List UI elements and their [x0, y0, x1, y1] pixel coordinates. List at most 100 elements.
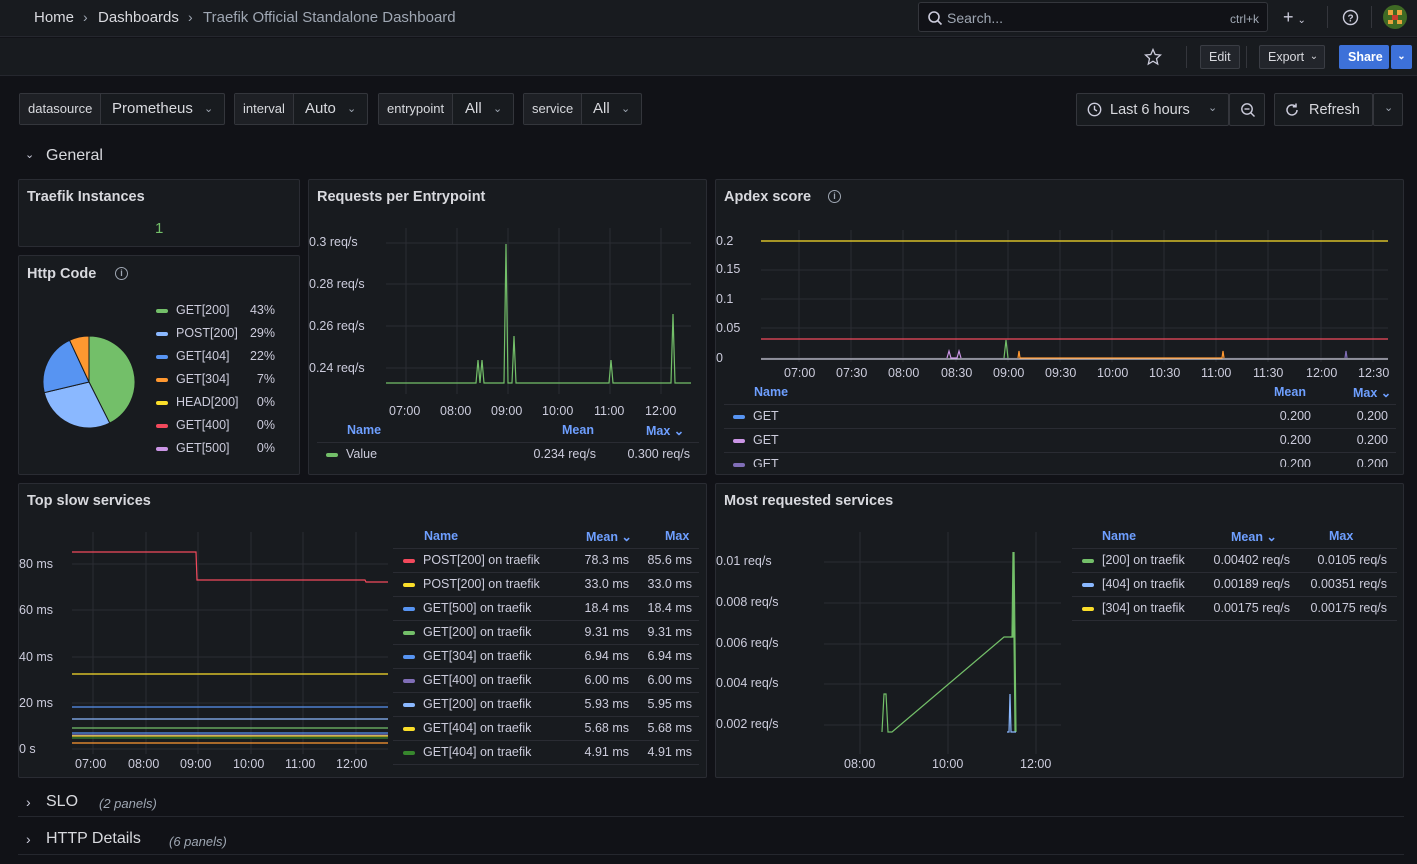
info-icon[interactable]: i [115, 267, 128, 280]
divider [1072, 596, 1397, 597]
legend-item[interactable]: GET[200] on traefik [403, 625, 531, 639]
edit-button[interactable]: Edit [1200, 45, 1240, 69]
info-icon[interactable]: i [828, 190, 841, 203]
legend-item[interactable]: GET[404] [156, 349, 230, 363]
legend-header-max[interactable]: Max [665, 529, 690, 543]
legend-item[interactable]: POST[200] [156, 326, 238, 340]
search-input[interactable]: Search... ctrl+k [918, 2, 1268, 32]
legend-header-mean[interactable]: Mean ⌄ [1231, 530, 1277, 544]
variable-value: All [593, 100, 610, 117]
legend-item[interactable]: GET[500] [156, 441, 230, 455]
legend-item[interactable]: [304] on traefik [1082, 601, 1185, 615]
refresh-interval-button[interactable]: ⌄ [1373, 93, 1403, 126]
legend-mean: 0.234 req/s [533, 447, 596, 461]
x-axis-tick-label: 07:00 [389, 404, 421, 418]
legend-header-name[interactable]: Name [424, 529, 459, 543]
row-slo-title[interactable]: SLO [46, 793, 79, 810]
legend-max: 6.00 ms [647, 673, 692, 687]
legend-item[interactable]: GET[404] on traefik [403, 745, 531, 759]
legend-item[interactable]: GET [733, 409, 779, 423]
y-axis-tick-label: 80 ms [19, 557, 54, 571]
star-icon[interactable] [1144, 48, 1162, 66]
legend-item[interactable]: GET[400] on traefik [403, 673, 531, 687]
pie-chart [42, 335, 136, 429]
zoom-out-button[interactable] [1229, 93, 1265, 126]
legend-percent: 0% [256, 418, 275, 432]
legend-item[interactable]: GET[304] on traefik [403, 649, 531, 663]
refresh-button[interactable]: Refresh [1274, 93, 1373, 126]
series-line[interactable] [946, 348, 962, 359]
variable-interval[interactable]: interval Auto ⌄ [234, 93, 368, 125]
chevron-down-icon: ⌄ [621, 103, 631, 115]
chevron-right-icon[interactable]: › [26, 831, 31, 847]
legend-header-mean[interactable]: Mean [1274, 385, 1306, 399]
x-axis-tick-label: 12:00 [1306, 366, 1338, 380]
series-line[interactable] [1003, 339, 1009, 359]
breadcrumb-home[interactable]: Home [34, 9, 75, 26]
series-line[interactable] [1007, 693, 1016, 733]
row-http-details-title[interactable]: HTTP Details [46, 830, 141, 847]
legend-header-max[interactable]: Max ⌄ [1353, 386, 1392, 400]
share-options-button[interactable]: ⌄ [1391, 45, 1412, 69]
series-line[interactable] [881, 551, 1016, 733]
legend-item[interactable]: GET[200] [156, 303, 230, 317]
legend-name: GET [753, 433, 779, 447]
variable-datasource[interactable]: datasource Prometheus ⌄ [19, 93, 225, 125]
export-button[interactable]: Export ⌄ [1259, 45, 1326, 69]
user-avatar[interactable] [1383, 5, 1407, 29]
legend-mean: 9.31 ms [584, 625, 629, 639]
legend-header-mean[interactable]: Mean [562, 423, 594, 437]
legend-max: 33.0 ms [647, 577, 692, 591]
share-button[interactable]: Share [1339, 45, 1389, 69]
legend-header-mean[interactable]: Mean ⌄ [586, 530, 632, 544]
pie-slice[interactable] [88, 335, 136, 424]
legend-item[interactable]: GET[304] [156, 372, 230, 386]
x-axis-tick-label: 08:00 [888, 366, 920, 380]
legend-item[interactable]: GET[500] on traefik [403, 601, 531, 615]
legend-max: 5.95 ms [647, 697, 692, 711]
legend-item[interactable]: Value [326, 447, 377, 461]
legend-item[interactable]: GET[200] on traefik [403, 697, 531, 711]
help-icon[interactable]: ? [1342, 9, 1359, 26]
series-line[interactable] [386, 243, 691, 384]
legend-header-name[interactable]: Name [1102, 529, 1137, 543]
series-color-swatch [403, 582, 415, 587]
x-axis-tick-label: 10:00 [1097, 366, 1129, 380]
x-axis-tick-label: 10:00 [542, 404, 574, 418]
legend-item[interactable]: GET [733, 457, 779, 467]
series-color-swatch [733, 438, 745, 443]
panel-title: Top slow services [27, 493, 151, 509]
legend-item[interactable]: HEAD[200] [156, 395, 239, 409]
chevron-right-icon[interactable]: › [26, 794, 31, 810]
legend-item[interactable]: GET[400] [156, 418, 230, 432]
breadcrumb-dashboards[interactable]: Dashboards [98, 9, 179, 26]
legend-header-max[interactable]: Max ⌄ [646, 424, 685, 438]
legend-header-max[interactable]: Max [1329, 529, 1354, 543]
add-new-button[interactable]: + ⌄ [1283, 7, 1306, 27]
series-line[interactable] [72, 551, 388, 583]
series-line[interactable] [1017, 350, 1225, 359]
legend-item[interactable]: GET[404] on traefik [403, 721, 531, 735]
legend-item[interactable]: POST[200] on traefik [403, 577, 540, 591]
x-axis-tick-label: 09:30 [1045, 366, 1077, 380]
variable-entrypoint[interactable]: entrypoint All ⌄ [378, 93, 514, 125]
pie-slice[interactable] [42, 339, 90, 394]
chevron-down-icon[interactable]: ⌄ [25, 149, 35, 161]
variable-service[interactable]: service All ⌄ [523, 93, 642, 125]
legend-item[interactable]: POST[200] on traefik [403, 553, 540, 567]
series-line[interactable] [1010, 551, 1017, 733]
divider [393, 620, 699, 621]
legend-item[interactable]: [200] on traefik [1082, 553, 1185, 567]
legend-header-name[interactable]: Name [347, 423, 382, 437]
x-axis-tick-label: 08:00 [440, 404, 472, 418]
legend-header-name[interactable]: Name [754, 385, 789, 399]
legend-item[interactable]: GET [733, 433, 779, 447]
time-range-picker[interactable]: Last 6 hours ⌄ [1076, 93, 1229, 126]
divider [1072, 572, 1397, 573]
series-line[interactable] [1344, 350, 1348, 359]
row-general-title[interactable]: General [46, 147, 103, 164]
pie-slice[interactable] [68, 335, 90, 383]
divider [393, 716, 699, 717]
pie-slice[interactable] [43, 381, 111, 429]
legend-item[interactable]: [404] on traefik [1082, 577, 1185, 591]
